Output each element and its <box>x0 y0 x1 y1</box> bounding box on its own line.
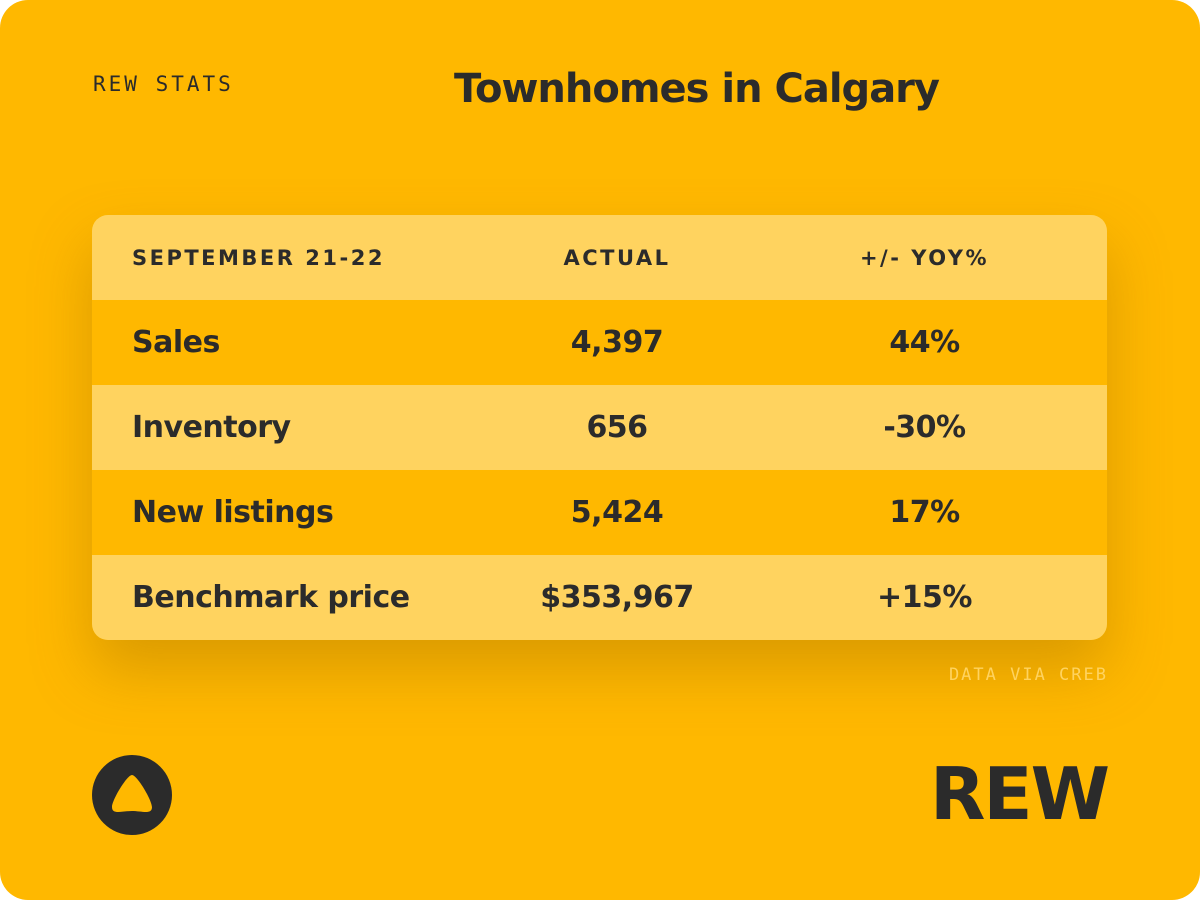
table-cell: +15% <box>877 580 972 615</box>
column-header: SEPTEMBER 21-22 <box>132 245 385 270</box>
table-cell: 4,397 <box>570 325 664 360</box>
wordmark: REW <box>929 752 1110 836</box>
title: Townhomes in Calgary <box>454 66 940 112</box>
table-cell: 44% <box>889 325 960 360</box>
table-row: Benchmark price $353,967 +15% <box>92 555 1107 640</box>
header-row: SEPTEMBER 21-22 ACTUAL +/- YOY% <box>92 215 1107 300</box>
table-cell: Benchmark price <box>132 580 410 615</box>
table-cell: 656 <box>586 410 648 445</box>
table-row: Sales 4,397 44% <box>92 300 1107 385</box>
table-cell: Inventory <box>132 410 291 445</box>
logo-icon <box>92 755 172 835</box>
column-header: ACTUAL <box>563 245 671 270</box>
table-row: Inventory 656 -30% <box>92 385 1107 470</box>
column-header: +/- YOY% <box>859 245 990 270</box>
table-cell: -30% <box>883 410 966 445</box>
source-note: DATA VIA CREB <box>948 665 1108 685</box>
table-cell: $353,967 <box>540 580 694 615</box>
table-cell: New listings <box>132 495 334 530</box>
stats-table: SEPTEMBER 21-22 ACTUAL +/- YOY% Sales 4,397 4… <box>92 215 1107 640</box>
brand-label: REW STATS <box>93 72 234 96</box>
table-cell: 17% <box>889 495 960 530</box>
table-row: New listings 5,424 17% <box>92 470 1107 555</box>
table-cell: Sales <box>132 325 220 360</box>
table-cell: 5,424 <box>570 495 664 530</box>
